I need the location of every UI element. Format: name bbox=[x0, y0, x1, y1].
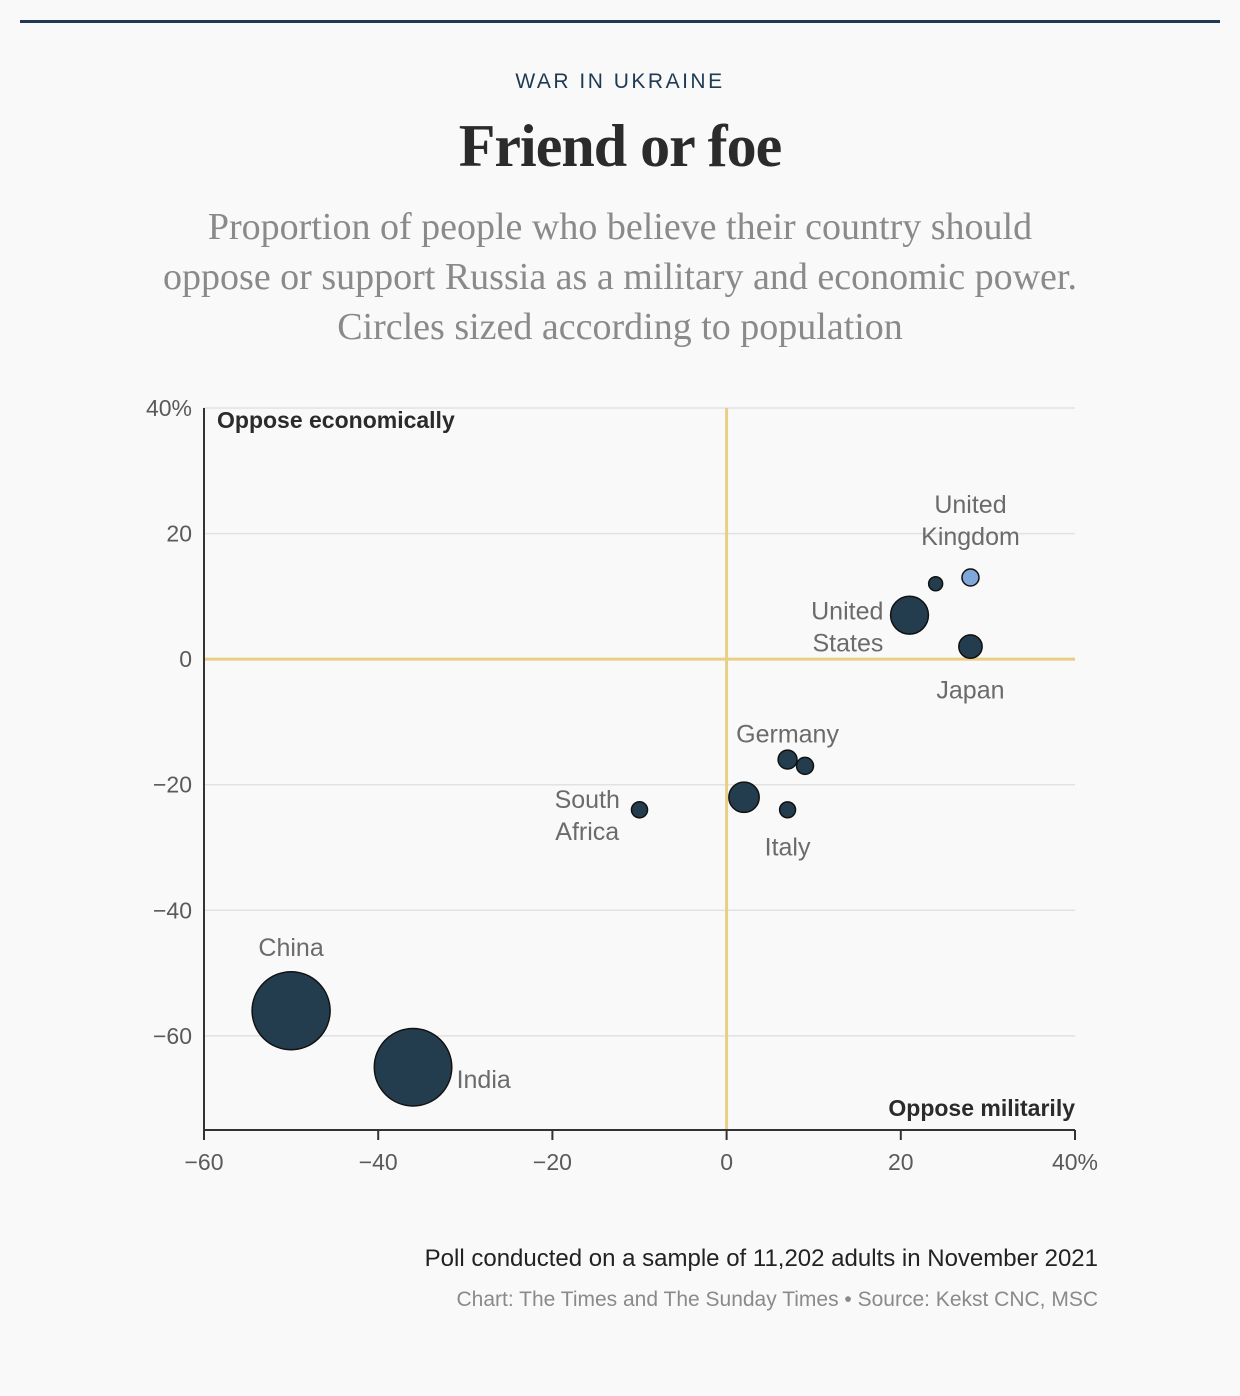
y-tick-label: 0 bbox=[179, 646, 192, 672]
label-line: Africa bbox=[555, 818, 619, 846]
label-line: China bbox=[258, 934, 323, 962]
x-axis-label: Oppose militarily bbox=[888, 1095, 1075, 1121]
label-line: Italy bbox=[765, 833, 811, 861]
footnote: Poll conducted on a sample of 11,202 adu… bbox=[424, 1245, 1098, 1272]
kicker: WAR IN UKRAINE bbox=[515, 70, 725, 93]
bubble-south-africa bbox=[630, 801, 649, 819]
y-axis-label: Oppose economically bbox=[217, 407, 455, 433]
label-line: India bbox=[457, 1066, 511, 1094]
label-united-kingdom: United Kingdom bbox=[921, 491, 1020, 551]
x-tick-label: 20 bbox=[888, 1149, 914, 1175]
zero-lines bbox=[204, 408, 1075, 1130]
label-line: Germany bbox=[736, 720, 839, 748]
y-tick-label: −20 bbox=[153, 772, 192, 798]
label-line: Japan bbox=[936, 677, 1004, 705]
bubble-united-states bbox=[889, 595, 930, 635]
x-tick-label: −40 bbox=[359, 1149, 398, 1175]
label-line: States bbox=[813, 630, 884, 658]
label-japan: Japan bbox=[936, 677, 1004, 705]
label-south-africa: South Africa bbox=[555, 786, 620, 846]
chart-subtitle: Proportion of people who believe their c… bbox=[163, 206, 1077, 348]
y-tick-label: −60 bbox=[153, 1023, 192, 1049]
x-tick-label: −60 bbox=[184, 1149, 223, 1175]
grid-lines bbox=[204, 407, 1075, 1037]
label-line: Kingdom bbox=[921, 523, 1020, 551]
bubble-france bbox=[795, 756, 815, 776]
country-labels: China India South Africa Germany Italy United S… bbox=[258, 491, 1019, 1094]
data-points bbox=[251, 568, 983, 1107]
source-credit: Chart: The Times and The Sunday Times • … bbox=[456, 1288, 1099, 1311]
top-rule bbox=[20, 20, 1220, 23]
bubble-germany bbox=[777, 749, 798, 770]
label-india: India bbox=[457, 1066, 511, 1094]
chart-title: Friend or foe bbox=[458, 113, 782, 179]
label-germany: Germany bbox=[736, 720, 839, 748]
bubble-india bbox=[373, 1027, 453, 1107]
bubble-united-kingdom bbox=[961, 568, 980, 587]
x-tick-label: 0 bbox=[720, 1149, 733, 1175]
bubble-china bbox=[251, 970, 331, 1051]
bubble-italy bbox=[778, 801, 797, 819]
y-tick-label: 40% bbox=[146, 395, 192, 421]
x-tick-label: 40% bbox=[1052, 1149, 1098, 1175]
label-line: South bbox=[555, 786, 620, 814]
x-tick-label: −20 bbox=[533, 1149, 572, 1175]
label-line: United bbox=[934, 491, 1006, 519]
label-united-states: United States bbox=[811, 598, 883, 658]
bubble-japan bbox=[958, 634, 983, 659]
y-tick-label: 20 bbox=[166, 521, 192, 547]
y-tick-label: −40 bbox=[153, 897, 192, 923]
bubble-brazil bbox=[728, 781, 760, 814]
label-china: China bbox=[258, 934, 323, 962]
scatter-chart: −60 −40 −20 0 20 40% 40% 20 0 −20 −40 −60 China Indi… bbox=[146, 395, 1098, 1175]
tick-labels: −60 −40 −20 0 20 40% 40% 20 0 −20 −40 −60 bbox=[146, 395, 1098, 1175]
bubble-canada bbox=[927, 576, 944, 592]
label-italy: Italy bbox=[765, 833, 811, 861]
axes bbox=[203, 408, 1076, 1140]
label-line: United bbox=[811, 598, 883, 626]
